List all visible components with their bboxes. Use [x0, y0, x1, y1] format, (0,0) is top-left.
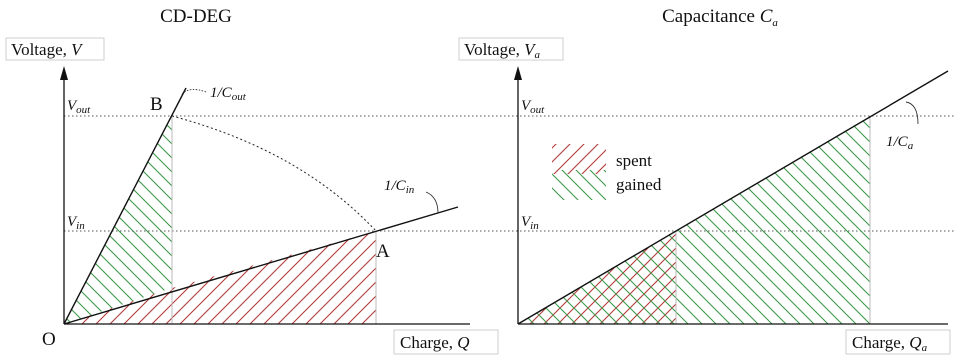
- slope-c-a-label: 1/Ca: [886, 134, 914, 152]
- origin-label: O: [42, 329, 56, 350]
- legend-gained-swatch: [552, 170, 606, 200]
- slope-c-out-label: 1/Cout: [210, 85, 247, 103]
- legend-gained-label: gained: [616, 175, 662, 194]
- left-y-axis-label-box: [5, 37, 105, 61]
- point-a-label: A: [376, 241, 390, 262]
- left-title: CD-DEG: [160, 6, 232, 27]
- point-b-label: B: [150, 94, 163, 115]
- right-y-axis-label: Voltage, Va: [464, 40, 541, 61]
- c-in-pointer: [425, 191, 439, 214]
- left-x-axis-label-box: [393, 329, 499, 355]
- transition-curve-b-to-a: [171, 115, 377, 232]
- legend-spent-swatch: [552, 144, 606, 174]
- left-red-trapezoid: [172, 231, 376, 324]
- right-x-axis-label-box: [845, 329, 951, 355]
- left-v-in-label: Vin: [67, 214, 85, 232]
- right-y-axis-label-box: [458, 37, 564, 61]
- left-x-axis-label: Charge, Q: [400, 333, 470, 352]
- c-a-pointer: [905, 101, 919, 125]
- right-v-out-label: Vout: [521, 98, 545, 116]
- slope-line-c-out: [63, 87, 187, 325]
- left-v-out-label: Vout: [67, 98, 91, 116]
- right-y-axis-arrow: [514, 66, 522, 80]
- left-y-axis-arrow: [60, 66, 68, 80]
- legend: spent gained: [552, 144, 662, 200]
- legend-spent-label: spent: [616, 151, 652, 170]
- right-x-axis-label: Charge, Qa: [852, 333, 928, 354]
- right-panel: Capacitance Ca Voltage, Va Vout Vin 1/Ca…: [458, 6, 951, 355]
- slope-line-c-in: [63, 206, 459, 325]
- right-v-in-label: Vin: [521, 214, 539, 232]
- slope-line-c-a: [517, 70, 949, 325]
- left-y-axis-label: Voltage, V: [11, 40, 84, 59]
- left-panel: CD-DEG Voltage, V O B A Vout Vin 1/Cout: [5, 6, 954, 355]
- right-title: Capacitance Ca: [662, 6, 778, 29]
- slope-c-in-label: 1/Cin: [384, 178, 415, 196]
